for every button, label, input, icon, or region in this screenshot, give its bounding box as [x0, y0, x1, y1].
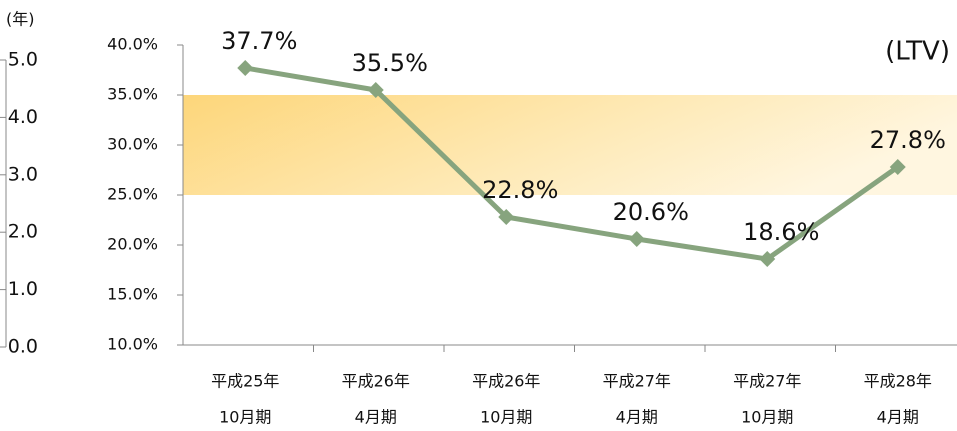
y-tick-label: 10.0% [107, 335, 158, 354]
y-tick-label: 30.0% [107, 135, 158, 154]
x-tick-label: 平成28年 [864, 372, 932, 391]
data-label: 27.8% [870, 126, 946, 154]
target-band [183, 95, 957, 195]
y-tick-label: 15.0% [107, 285, 158, 304]
data-label: 35.5% [352, 49, 428, 77]
y2-tick-label: 5.0 [8, 49, 38, 71]
data-label: 37.7% [221, 27, 297, 55]
point [367, 82, 384, 98]
y2-tick-label: 1.0 [8, 278, 38, 300]
data-label: 22.8% [482, 176, 558, 204]
point [237, 60, 254, 76]
y2-tick-label: 2.0 [8, 221, 38, 243]
point [889, 159, 906, 175]
x-tick-label: 平成27年 [733, 372, 801, 391]
x-tick-label: 4月期 [616, 408, 658, 427]
x-tick-label: 平成27年 [603, 372, 671, 391]
y2-tick-label: 0.0 [8, 336, 38, 358]
point [628, 231, 645, 247]
line [244, 65, 900, 262]
x-tick-label: 平成26年 [342, 372, 410, 391]
x-tick-label: 10月期 [741, 408, 793, 427]
series-label: (LTV) [885, 37, 950, 67]
data-label: 20.6% [613, 198, 689, 226]
x-tick-label: 10月期 [219, 408, 271, 427]
y2-tick-label: 3.0 [8, 163, 38, 185]
y2-tick-label: 4.0 [8, 106, 38, 128]
y-tick-label: 40.0% [107, 35, 158, 54]
x-tick-label: 10月期 [480, 408, 532, 427]
x-tick-label: 平成25年 [211, 372, 279, 391]
y2-axis-label: (年) [6, 10, 35, 29]
y-tick-label: 20.0% [107, 235, 158, 254]
y-tick-label: 25.0% [107, 185, 158, 204]
x-tick-label: 4月期 [355, 408, 397, 427]
data-label: 18.6% [743, 218, 819, 246]
y-tick-label: 35.0% [107, 85, 158, 104]
point [498, 209, 515, 225]
point [759, 251, 776, 267]
x-tick-label: 4月期 [877, 408, 919, 427]
x-tick-label: 平成26年 [472, 372, 540, 391]
